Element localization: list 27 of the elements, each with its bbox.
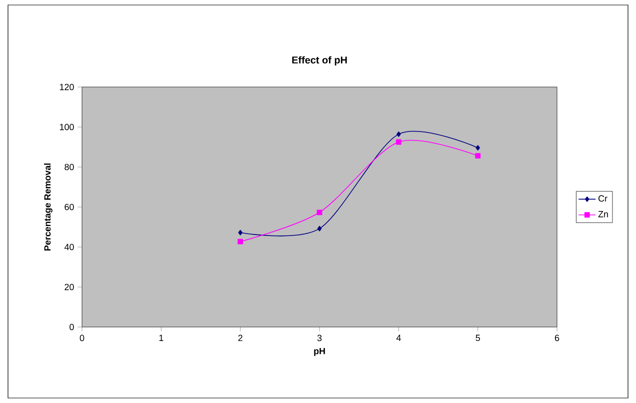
legend-label: Cr	[598, 195, 608, 202]
point	[476, 145, 480, 150]
x-tick-label: 5	[476, 334, 480, 342]
x-tick-label: 1	[159, 334, 164, 341]
x-tick-label: 2	[238, 334, 242, 342]
x-axis-title: pH	[314, 348, 325, 356]
point	[475, 153, 481, 158]
x-tick-label: 6	[554, 334, 560, 342]
x-tick-label: 0	[80, 334, 84, 342]
y-tick-label: 0	[70, 324, 74, 330]
point	[396, 132, 401, 137]
chart-title: Effect of pH	[292, 56, 347, 66]
point	[238, 238, 244, 244]
y-tick-label: 40	[64, 244, 74, 250]
y-axis-title: Percentage Removal	[44, 164, 52, 251]
point	[238, 230, 242, 236]
y-tick-label: 20	[64, 284, 74, 290]
y-tick-label: 60	[64, 204, 74, 210]
x-tick-label: 3	[317, 334, 322, 342]
point	[396, 139, 402, 145]
point	[316, 210, 322, 216]
y-tick-label: 100	[60, 124, 74, 130]
x-tick-label: 4	[396, 334, 401, 341]
point	[317, 226, 322, 232]
y-tick-label: 80	[64, 164, 74, 170]
legend-label: Zn	[598, 211, 608, 218]
y-tick-label: 120	[60, 84, 74, 90]
